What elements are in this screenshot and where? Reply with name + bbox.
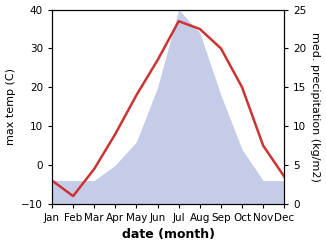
Y-axis label: max temp (C): max temp (C) xyxy=(6,68,16,145)
X-axis label: date (month): date (month) xyxy=(122,228,215,242)
Y-axis label: med. precipitation (kg/m2): med. precipitation (kg/m2) xyxy=(310,32,320,182)
